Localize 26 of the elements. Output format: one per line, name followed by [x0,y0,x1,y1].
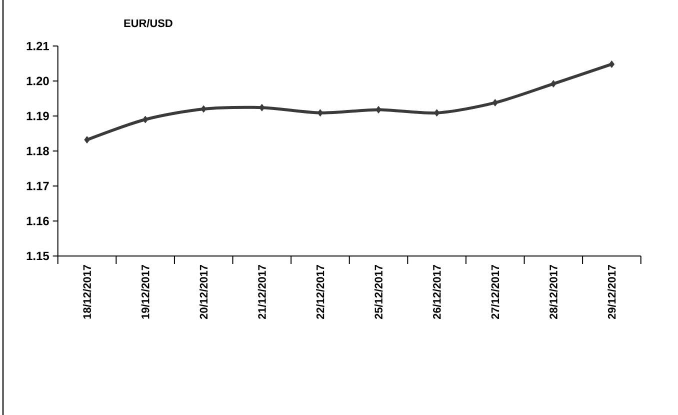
y-tick-label: 1.16 [26,216,49,226]
x-tick-label: 22/12/2017 [316,265,324,319]
y-tick-label: 1.19 [26,112,49,120]
x-tick-label: 18/12/2017 [82,265,92,319]
point [376,106,382,114]
x-tick-label: 27/12/2017 [491,265,500,319]
chart-title: EUR/USD [124,19,172,28]
point [200,105,206,113]
x-tick-label: 19/12/2017 [141,265,150,319]
point [492,98,498,106]
x-tick-label: 29/12/2017 [608,265,616,319]
x-tick-label: 28/12/2017 [549,265,558,319]
point [84,136,90,144]
y-tick-label: 1.21 [26,42,49,50]
x-tick-label: 20/12/2017 [200,265,208,319]
x-tick-label: 21/12/2017 [258,265,266,319]
point [259,104,265,112]
x-tick-label: 25/12/2017 [374,265,383,319]
y-tick-label: 1.18 [26,146,49,156]
y-tick-label: 1.20 [26,76,49,86]
point [550,80,556,88]
point [142,116,148,124]
y-tick-label: 1.17 [26,182,49,190]
point [608,60,615,68]
y-tick-label: 1.15 [26,252,49,260]
x-tick-label: 26/12/2017 [432,265,441,319]
